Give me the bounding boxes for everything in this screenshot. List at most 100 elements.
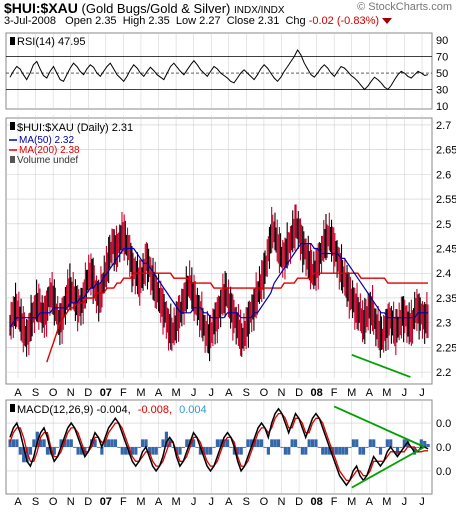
x-tick-label: 08	[310, 496, 322, 508]
macd-histogram-bar	[164, 431, 169, 447]
symbol: $HUI:$XAU	[4, 0, 78, 16]
x-tick-label: D	[84, 387, 92, 399]
macd-histogram-bar	[310, 439, 315, 447]
macd-y-tick: 0.0	[436, 442, 451, 454]
macd-histogram-bar	[242, 447, 247, 448]
x-tick-label: F	[120, 496, 127, 508]
x-tick-label: A	[155, 387, 163, 399]
macd-histogram-bar	[341, 447, 345, 455]
x-tick-label: N	[67, 387, 75, 399]
x-tick-label: 07	[100, 496, 112, 508]
macd-histogram-bar	[426, 443, 430, 447]
x-tick-label: D	[295, 387, 303, 399]
macd-histogram-bar	[171, 447, 175, 448]
x-tick-label: A	[225, 387, 233, 399]
macd-histogram-bar	[96, 447, 101, 448]
macd-histogram-bar	[205, 447, 209, 455]
macd-histogram-bar	[256, 439, 260, 447]
macd-histogram-bar	[120, 447, 124, 455]
macd-trendline	[351, 446, 425, 489]
quote-line: 3-Jul-2008 Open 2.35 High 2.35 Low 2.27 …	[4, 15, 393, 27]
price-panel	[5, 117, 433, 385]
ma200-legend: MA(200) 2.38	[19, 145, 80, 156]
macd-histogram-bar	[317, 447, 321, 448]
rsi-y-tick: 10	[436, 101, 448, 113]
x-tick-label: N	[278, 387, 286, 399]
macd-histogram-bar	[66, 439, 70, 447]
macd-histogram-bar	[107, 439, 111, 447]
x-tick-label: M	[136, 496, 145, 508]
x-tick-label: F	[331, 496, 338, 508]
macd-histogram-bar	[185, 439, 189, 447]
macd-histogram-bar	[358, 447, 362, 455]
macd-histogram-bar	[147, 447, 152, 455]
macd-y-tick: 0.0	[436, 466, 451, 478]
macd-histogram-bar	[263, 447, 267, 448]
macd-legend-swatch	[10, 404, 15, 412]
x-tick-label: M	[172, 496, 181, 508]
price-y-tick: 2.35	[436, 293, 456, 305]
price-legend-swatch	[10, 122, 15, 130]
quote-date: 3-Jul-2008	[4, 15, 56, 27]
volume-legend: Volume undef	[17, 155, 78, 166]
symbol-description: (Gold Bugs/Gold & Silver)	[81, 1, 231, 16]
macd-histogram-bar	[225, 439, 230, 447]
macd-histogram-bar	[178, 447, 182, 455]
macd-histogram-bar	[39, 439, 43, 447]
x-tick-label: D	[295, 496, 303, 508]
x-tick-label: 07	[100, 387, 112, 399]
down-arrow-icon	[382, 18, 393, 25]
macd-histogram-bar	[56, 447, 60, 448]
x-tick-label: J	[208, 496, 214, 508]
x-tick-label: M	[347, 387, 356, 399]
macd-histogram-bar	[385, 439, 389, 447]
rsi-y-tick: 90	[436, 35, 448, 47]
macd-histogram-bar	[209, 447, 213, 455]
x-tick-label: 08	[310, 387, 322, 399]
macd-histogram-bar	[229, 447, 233, 448]
x-tick-label: A	[366, 387, 374, 399]
price-y-tick: 2.2	[436, 367, 451, 379]
macd-histogram-bar	[79, 447, 84, 455]
chg-value: -0.02 (-0.83%)	[308, 15, 380, 27]
macd-histogram-bar	[395, 447, 400, 455]
macd-histogram-bar	[321, 447, 325, 455]
macd-histogram-bar	[327, 447, 332, 455]
macd-histogram-bar	[76, 447, 80, 455]
macd-histogram-bar	[25, 447, 29, 463]
low-value: 2.27	[199, 15, 221, 27]
macd-histogram-bar	[212, 447, 216, 448]
macd-histogram-bar	[103, 439, 107, 447]
macd-histogram-bar	[368, 439, 372, 447]
macd-histogram-bar	[137, 447, 141, 448]
x-tick-label: J	[419, 387, 425, 399]
macd-histogram-bar	[59, 439, 63, 447]
close-value: 2.31	[257, 15, 280, 27]
macd-histogram-bar	[18, 447, 22, 455]
macd-histogram-bar	[382, 447, 386, 448]
macd-histogram-bar	[158, 447, 162, 448]
x-tick-label: A	[155, 496, 163, 508]
x-tick-label: A	[366, 496, 374, 508]
macd-histogram-bar	[290, 439, 294, 447]
price-y-tick: 2.6	[436, 169, 451, 181]
price-y-tick: 2.65	[436, 145, 456, 157]
macd-histogram-bar	[192, 439, 196, 447]
open-label: Open	[65, 15, 93, 27]
macd-histogram-bar	[181, 447, 186, 448]
macd-histogram-bar	[249, 439, 253, 447]
macd-histogram-bar	[86, 447, 90, 448]
macd-histogram-bar	[52, 447, 56, 455]
x-tick-label: J	[191, 387, 197, 399]
x-tick-label: A	[14, 387, 22, 399]
price-y-tick: 2.3	[436, 318, 451, 330]
macd-histogram-bar	[259, 439, 264, 447]
ma200-line	[46, 272, 428, 363]
macd-legend-signal: -0.008,	[138, 404, 172, 416]
macd-histogram-bar	[215, 439, 220, 447]
x-tick-label: J	[191, 496, 197, 508]
macd-histogram-bar	[351, 439, 355, 447]
macd-histogram-bar	[270, 439, 274, 447]
macd-histogram-bar	[69, 439, 73, 447]
x-tick-label: S	[243, 387, 250, 399]
